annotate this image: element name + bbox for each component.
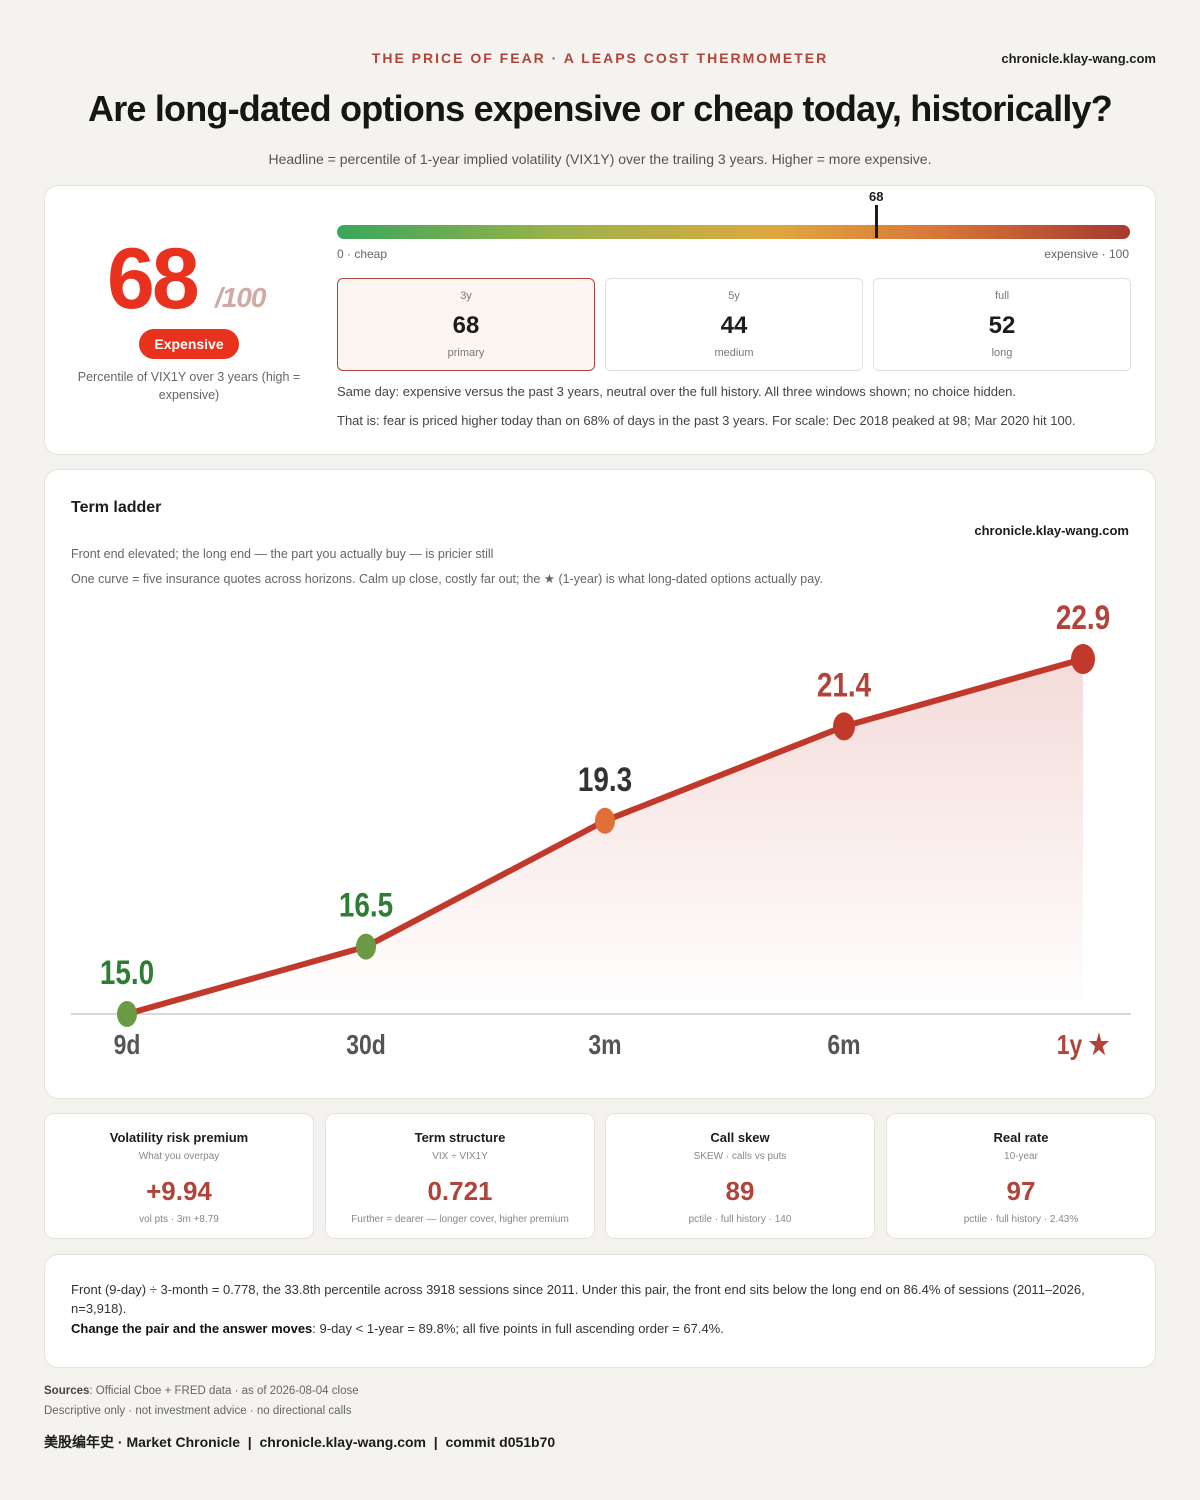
window-5y[interactable]: 5y 44 medium: [605, 278, 863, 371]
gauge-max-label: expensive · 100: [1044, 247, 1129, 261]
x-tick-label: 6m: [827, 1030, 860, 1061]
ladder-subtitle: Front end elevated; the long end — the p…: [71, 547, 494, 561]
disclaimer: Descriptive only · not investment advice…: [44, 1405, 352, 1417]
ladder-explainer: One curve = five insurance quotes across…: [71, 572, 823, 586]
metric-value: 0.721: [427, 1176, 493, 1206]
data-point-30d[interactable]: [356, 933, 376, 960]
window-label: full: [994, 290, 1010, 302]
gauge-marker: [875, 205, 879, 238]
sources-label: Sources: [44, 1385, 90, 1397]
metric-title: Volatility risk premium: [109, 1130, 249, 1145]
methodology-note: Front (9-day) ÷ 3-month = 0.778, the 33.…: [44, 1254, 1156, 1368]
window-sub: medium: [714, 347, 754, 359]
site-link[interactable]: chronicle.klay-wang.com: [1001, 51, 1156, 66]
series-area: [127, 659, 1083, 1014]
note-text: : 9-day < 1-year = 89.8%; all five point…: [312, 1321, 724, 1336]
window-full[interactable]: full 52 long: [873, 278, 1131, 371]
metric-footnote: pctile · full history · 2.43%: [963, 1214, 1079, 1225]
data-label: 15.0: [100, 953, 154, 991]
window-value: 44: [720, 312, 748, 339]
metric-title: Call skew: [710, 1130, 770, 1145]
data-label: 21.4: [817, 666, 872, 704]
data-label: 22.9: [1056, 598, 1110, 636]
gauge-marker-label: 68: [869, 189, 884, 204]
window-3y[interactable]: 3y 68 primary: [337, 278, 595, 371]
metric-title: Real rate: [993, 1130, 1049, 1145]
x-tick-label: 9d: [114, 1030, 141, 1061]
data-label: 16.5: [339, 886, 393, 924]
metric-title: Term structure: [414, 1130, 506, 1145]
data-point-9d[interactable]: [117, 1001, 137, 1027]
metric-footnote: Further = dearer — longer cover, higher …: [351, 1214, 569, 1225]
term-ladder-card: Term ladder chronicle.klay-wang.com Fron…: [44, 469, 1156, 1099]
data-point-1y[interactable]: [1071, 644, 1095, 674]
score-value: 68: [107, 231, 200, 327]
score-note-scale: That is: fear is priced higher today tha…: [337, 413, 1076, 428]
metric-value: +9.94: [146, 1176, 212, 1206]
term-ladder-chart: 15.0 16.5 19.3 21.4 22.9 9d 30d 3m 6m 1y ★: [71, 598, 1131, 1061]
metric-value: 89: [725, 1176, 755, 1206]
sources-text: : Official Cboe + FRED data · as of 2026…: [89, 1385, 359, 1397]
metric-footnote: vol pts · 3m +8.79: [139, 1214, 219, 1225]
x-tick-label: 3m: [588, 1030, 621, 1061]
ladder-title: Term ladder: [71, 499, 162, 516]
page-title: Are long-dated options expensive or chea…: [88, 88, 1113, 129]
data-label: 19.3: [578, 760, 632, 798]
metric-subtitle: VIX ÷ VIX1Y: [432, 1151, 488, 1162]
window-sub: long: [991, 347, 1013, 359]
x-tick-label: 30d: [346, 1030, 386, 1061]
note-paragraph-pair: Change the pair and the answer moves: 9-…: [71, 1319, 1131, 1338]
score-note-same-day: Same day: expensive versus the past 3 ye…: [337, 384, 1017, 399]
gauge-min-label: 0 · cheap: [337, 247, 388, 261]
metric-vol-risk-premium: Volatility risk premium What you overpay…: [44, 1113, 314, 1239]
data-point-3m[interactable]: [595, 807, 615, 834]
window-label: 5y: [728, 290, 740, 302]
score-card: 68 /100 Expensive Percentile of VIX1Y ov…: [44, 185, 1156, 455]
metric-real-rate: Real rate 10-year 97 pctile · full histo…: [886, 1113, 1156, 1239]
metric-subtitle: SKEW · calls vs puts: [693, 1151, 787, 1162]
window-label: 3y: [460, 290, 472, 302]
metric-call-skew: Call skew SKEW · calls vs puts 89 pctile…: [605, 1113, 875, 1239]
metric-footnote: pctile · full history · 140: [688, 1214, 792, 1225]
data-point-6m[interactable]: [833, 712, 855, 741]
sources-line: Sources: Official Cboe + FRED data · as …: [44, 1385, 359, 1397]
note-emphasis: Change the pair and the answer moves: [71, 1321, 313, 1336]
metric-subtitle: What you overpay: [138, 1151, 220, 1162]
metric-term-structure: Term structure VIX ÷ VIX1Y 0.721 Further…: [325, 1113, 595, 1239]
footer-credit: 美股编年史 · Market Chronicle | chronicle.kla…: [44, 1434, 556, 1450]
window-value: 68: [452, 312, 480, 339]
note-paragraph: Front (9-day) ÷ 3-month = 0.778, the 33.…: [71, 1282, 1085, 1316]
score-caption: Percentile of VIX1Y over 3 years (high =…: [77, 370, 301, 402]
window-value: 52: [988, 312, 1016, 339]
page-subtitle: Headline = percentile of 1-year implied …: [268, 151, 932, 167]
metric-subtitle: 10-year: [1004, 1151, 1038, 1162]
metric-value: 97: [1006, 1176, 1036, 1206]
gauge-bar: [337, 225, 1130, 239]
score-denominator: /100: [215, 282, 266, 313]
window-sub: primary: [447, 347, 485, 359]
ladder-site: chronicle.klay-wang.com: [974, 523, 1129, 538]
x-tick-label: 1y ★: [1057, 1030, 1110, 1061]
kicker: THE PRICE OF FEAR · A LEAPS COST THERMOM…: [371, 50, 829, 66]
status-badge: Expensive: [139, 329, 239, 359]
